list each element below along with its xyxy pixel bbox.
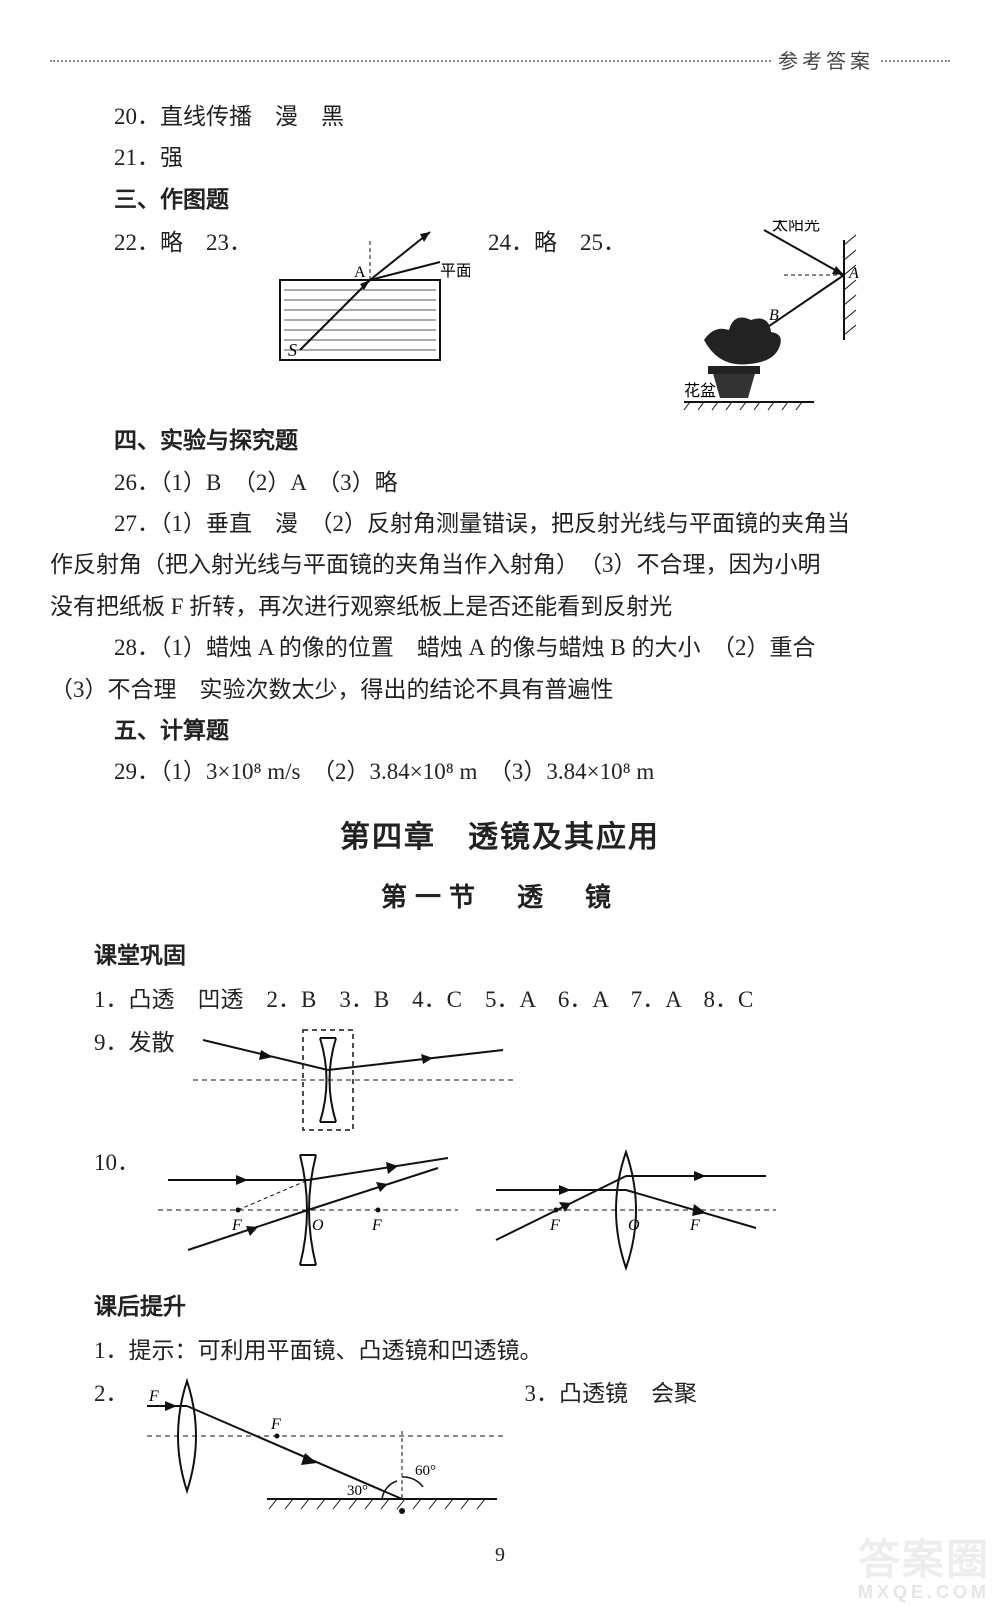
- fig23-label-S: S: [288, 340, 297, 360]
- answer-q29: 29．（1）3×10⁸ m/s （2）3.84×10⁸ m （3）3.84×10…: [50, 751, 950, 792]
- page-number: 9: [50, 1537, 950, 1573]
- khq2-F: F: [270, 1416, 281, 1433]
- q10a-F-right: F: [371, 1217, 382, 1234]
- row-q9: 9．发散: [50, 1020, 950, 1140]
- answer-q27-b: 作反射角（把入射光线与平面镜的夹角当作入射角） （3）不合理，因为小明: [50, 544, 950, 585]
- header-dotted-line: 参考答案: [50, 60, 950, 62]
- answer-q20: 20．直线传播 漫 黑: [50, 96, 950, 137]
- kh-q3: 3．凸透镜 会聚: [525, 1371, 698, 1414]
- watermark: 答案圈 MXQE.COM: [858, 1537, 990, 1603]
- fig25-label-B: B: [769, 307, 779, 324]
- kh-q2-prefix: 2．: [50, 1371, 129, 1414]
- khts-title: 课后提升: [50, 1286, 950, 1327]
- q10a-F-left: F: [231, 1217, 242, 1234]
- fig23-label-A: A: [354, 264, 366, 281]
- answer-q27-a: 27．（1）垂直 漫 （2）反射角测量错误，把反射光线与平面镜的夹角当: [50, 503, 950, 544]
- figure-q10-concave: F F O: [158, 1140, 458, 1280]
- q10b-F-right: F: [689, 1217, 700, 1234]
- prefix-22-23: 22．略 23．: [50, 220, 252, 263]
- fig25-label-sun: 太阳光: [772, 220, 820, 234]
- ktgg-title: 课堂巩固: [50, 935, 950, 976]
- ch-q1: 1．凸透 凹透 2．B 3．B 4．C 5．A 6．A 7．A 8．C: [50, 979, 950, 1020]
- chapter-title: 第四章 透镜及其应用: [50, 811, 950, 865]
- answer-q21: 21．强: [50, 137, 950, 178]
- fig23-label-mirror: 平面镜: [440, 261, 470, 280]
- ch-q10: 10．: [50, 1140, 140, 1183]
- angle-60: 60°: [415, 1463, 436, 1479]
- kh-q1: 1．提示：可利用平面镜、凸透镜和凹透镜。: [50, 1330, 950, 1371]
- fig25-label-pot: 花盆: [684, 382, 716, 400]
- figure-kh-q2: F F 30° 60°: [147, 1371, 507, 1521]
- section-4-title: 四、实验与探究题: [50, 420, 950, 461]
- angle-30: 30°: [347, 1483, 368, 1499]
- ch-q9: 9．发散: [50, 1020, 175, 1063]
- diagram-row-22-25: 22．略 23． A S 平面镜 24．略 25．: [50, 220, 950, 420]
- row-kh-q2: 2． F F: [50, 1371, 950, 1521]
- fig25-label-A: A: [848, 265, 859, 282]
- row-q10: 10． F F O F F O: [50, 1140, 950, 1280]
- figure-q10-convex: F F O: [476, 1140, 776, 1280]
- q10b-F-left: F: [549, 1217, 560, 1234]
- q10b-O: O: [628, 1217, 640, 1234]
- figure-25: 太阳光 A B: [644, 220, 874, 420]
- watermark-big: 答案圈: [858, 1537, 990, 1583]
- answer-q28-b: （3）不合理 实验次数太少，得出的结论不具有普遍性: [50, 669, 950, 710]
- figure-q9: [193, 1020, 513, 1140]
- answer-q28-a: 28．（1）蜡烛 A 的像的位置 蜡烛 A 的像与蜡烛 B 的大小 （2）重合: [50, 627, 950, 668]
- khq2-Farrow: F: [148, 1388, 159, 1405]
- section-title: 第一节 透 镜: [50, 875, 950, 922]
- header-tag: 参考答案: [772, 44, 880, 80]
- section-3-title: 三、作图题: [50, 179, 950, 220]
- figure-23: A S 平面镜: [270, 220, 470, 370]
- answer-q27-c: 没有把纸板 F 折转，再次进行观察纸板上是否还能看到反射光: [50, 586, 950, 627]
- prefix-24-25: 24．略 25．: [488, 220, 626, 263]
- q10a-O: O: [312, 1217, 324, 1234]
- watermark-url: MXQE.COM: [858, 1583, 990, 1603]
- section-5-title: 五、计算题: [50, 710, 950, 751]
- answer-q26: 26．（1）B （2）A （3）略: [50, 462, 950, 503]
